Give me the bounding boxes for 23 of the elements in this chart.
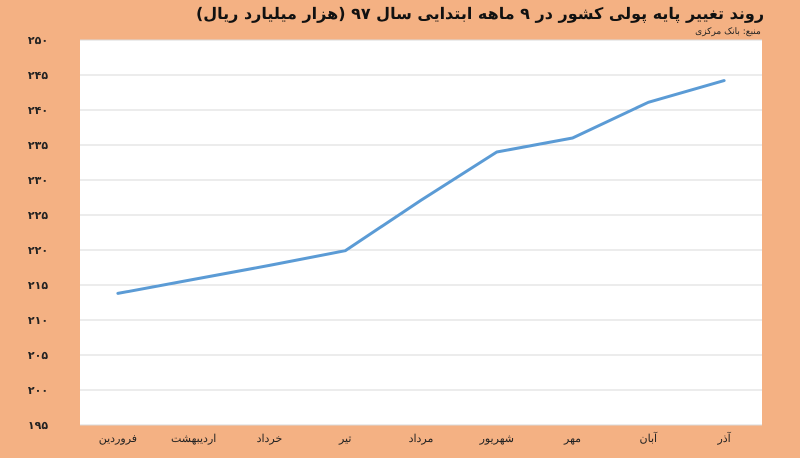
y-tick-label: ۲۰۵	[28, 349, 48, 362]
text: منبع: بانک مرکزی	[695, 27, 762, 37]
y-tick-label: ۲۵۰	[28, 34, 48, 47]
x-tick-label: فروردین	[98, 432, 138, 445]
x-tick-label: تیر	[338, 432, 352, 445]
y-tick-label: ۲۴۵	[28, 69, 48, 82]
y-tick-label: ۲۲۵	[28, 209, 48, 222]
y-tick-label: ۲۱۵	[28, 279, 48, 292]
y-tick-label: ۲۱۰	[28, 314, 48, 327]
y-tick-label: ۲۰۰	[28, 384, 48, 397]
x-tick-label: مهر	[563, 432, 582, 445]
x-tick-label: شهریور	[478, 432, 514, 445]
y-tick-label: ۲۳۰	[28, 174, 48, 187]
x-tick-label: آبان	[640, 431, 658, 445]
y-tick-label: ۲۳۵	[28, 139, 48, 152]
y-tick-label: ۱۹۵	[28, 419, 48, 432]
x-tick-label: خرداد	[256, 432, 282, 445]
x-tick-label: مرداد	[408, 432, 434, 445]
y-tick-label: ۲۲۰	[28, 244, 48, 257]
x-tick-label: اردیبهشت	[170, 432, 216, 445]
chart-title: روند تغییر پایه پولی کشور در ۹ ماهه ابتدایی سال ۹۷ (هزار میلیارد ریال)	[196, 4, 764, 23]
x-tick-label: آذر	[716, 431, 732, 445]
y-tick-label: ۲۴۰	[28, 104, 48, 117]
